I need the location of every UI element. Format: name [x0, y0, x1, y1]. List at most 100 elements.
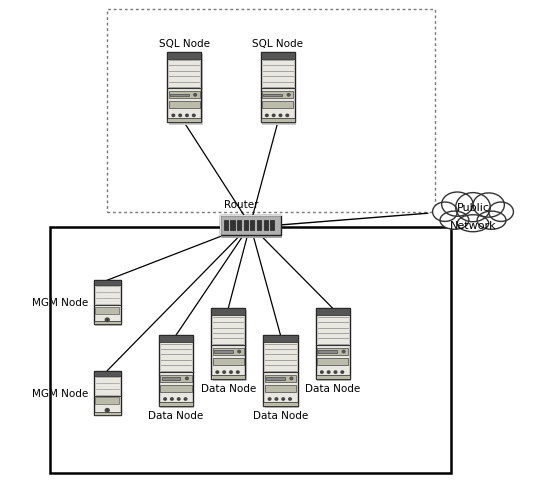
Text: Router: Router	[224, 200, 258, 209]
FancyBboxPatch shape	[230, 221, 234, 231]
FancyBboxPatch shape	[168, 55, 202, 125]
Text: MGM Node: MGM Node	[32, 298, 88, 307]
Text: Public: Public	[456, 203, 490, 212]
Circle shape	[290, 377, 293, 380]
Circle shape	[164, 398, 167, 400]
Circle shape	[341, 371, 344, 373]
Circle shape	[282, 398, 284, 400]
FancyBboxPatch shape	[263, 402, 298, 406]
Text: SQL Node: SQL Node	[252, 39, 303, 49]
FancyBboxPatch shape	[317, 348, 349, 355]
FancyBboxPatch shape	[250, 221, 255, 231]
Circle shape	[184, 398, 187, 400]
Ellipse shape	[440, 212, 469, 230]
FancyBboxPatch shape	[94, 322, 121, 325]
FancyBboxPatch shape	[261, 53, 295, 60]
Circle shape	[106, 318, 109, 322]
Circle shape	[266, 115, 268, 117]
FancyBboxPatch shape	[318, 351, 337, 353]
FancyBboxPatch shape	[244, 221, 248, 231]
FancyBboxPatch shape	[94, 371, 121, 415]
FancyBboxPatch shape	[211, 309, 245, 380]
Ellipse shape	[458, 215, 489, 232]
Text: Data Node: Data Node	[305, 384, 360, 393]
FancyBboxPatch shape	[265, 338, 299, 408]
FancyBboxPatch shape	[94, 281, 121, 286]
Circle shape	[216, 371, 219, 373]
FancyBboxPatch shape	[263, 95, 282, 97]
Ellipse shape	[489, 203, 513, 222]
FancyBboxPatch shape	[95, 307, 119, 314]
FancyBboxPatch shape	[211, 375, 245, 380]
Circle shape	[321, 371, 323, 373]
Circle shape	[287, 94, 290, 97]
Circle shape	[275, 398, 278, 400]
FancyBboxPatch shape	[159, 402, 193, 406]
Circle shape	[238, 350, 240, 353]
Ellipse shape	[455, 193, 491, 222]
FancyBboxPatch shape	[224, 221, 228, 231]
Ellipse shape	[473, 194, 504, 218]
Circle shape	[286, 115, 289, 117]
Text: Network: Network	[450, 221, 496, 231]
FancyBboxPatch shape	[317, 311, 351, 382]
FancyBboxPatch shape	[212, 311, 246, 382]
Circle shape	[334, 371, 337, 373]
Circle shape	[279, 115, 282, 117]
FancyBboxPatch shape	[159, 336, 193, 343]
FancyBboxPatch shape	[211, 309, 245, 316]
Circle shape	[172, 115, 175, 117]
Circle shape	[186, 115, 188, 117]
Text: Data Node: Data Node	[253, 410, 308, 420]
FancyBboxPatch shape	[265, 385, 296, 392]
FancyBboxPatch shape	[94, 412, 121, 415]
Circle shape	[106, 408, 109, 412]
Ellipse shape	[477, 212, 506, 230]
Text: MGM Node: MGM Node	[32, 388, 88, 398]
FancyBboxPatch shape	[168, 102, 200, 109]
Ellipse shape	[442, 193, 473, 217]
FancyBboxPatch shape	[160, 385, 192, 392]
FancyBboxPatch shape	[95, 373, 123, 417]
FancyBboxPatch shape	[263, 221, 268, 231]
Circle shape	[272, 115, 275, 117]
FancyBboxPatch shape	[160, 375, 192, 382]
Circle shape	[230, 371, 232, 373]
Circle shape	[327, 371, 330, 373]
FancyBboxPatch shape	[263, 336, 298, 343]
FancyBboxPatch shape	[265, 375, 296, 382]
Circle shape	[342, 350, 345, 353]
FancyBboxPatch shape	[94, 281, 121, 325]
Circle shape	[179, 115, 182, 117]
Circle shape	[236, 371, 239, 373]
FancyBboxPatch shape	[266, 378, 285, 380]
FancyBboxPatch shape	[262, 55, 296, 125]
FancyBboxPatch shape	[270, 221, 274, 231]
Circle shape	[170, 398, 173, 400]
FancyBboxPatch shape	[170, 95, 189, 97]
FancyBboxPatch shape	[316, 309, 350, 316]
FancyBboxPatch shape	[95, 398, 119, 404]
FancyBboxPatch shape	[220, 215, 280, 236]
FancyBboxPatch shape	[167, 53, 201, 60]
FancyBboxPatch shape	[167, 119, 201, 123]
Circle shape	[194, 94, 196, 97]
FancyBboxPatch shape	[160, 338, 194, 408]
FancyBboxPatch shape	[94, 371, 121, 376]
FancyBboxPatch shape	[168, 92, 200, 99]
FancyBboxPatch shape	[221, 218, 282, 239]
FancyBboxPatch shape	[162, 378, 180, 380]
FancyBboxPatch shape	[261, 53, 295, 123]
FancyBboxPatch shape	[214, 351, 233, 353]
FancyBboxPatch shape	[261, 119, 295, 123]
Circle shape	[178, 398, 180, 400]
FancyBboxPatch shape	[316, 375, 350, 380]
Ellipse shape	[432, 203, 458, 222]
FancyBboxPatch shape	[212, 358, 244, 365]
FancyBboxPatch shape	[212, 348, 244, 355]
Circle shape	[192, 115, 195, 117]
FancyBboxPatch shape	[257, 221, 261, 231]
FancyBboxPatch shape	[159, 336, 193, 406]
Circle shape	[185, 377, 188, 380]
FancyBboxPatch shape	[262, 92, 294, 99]
